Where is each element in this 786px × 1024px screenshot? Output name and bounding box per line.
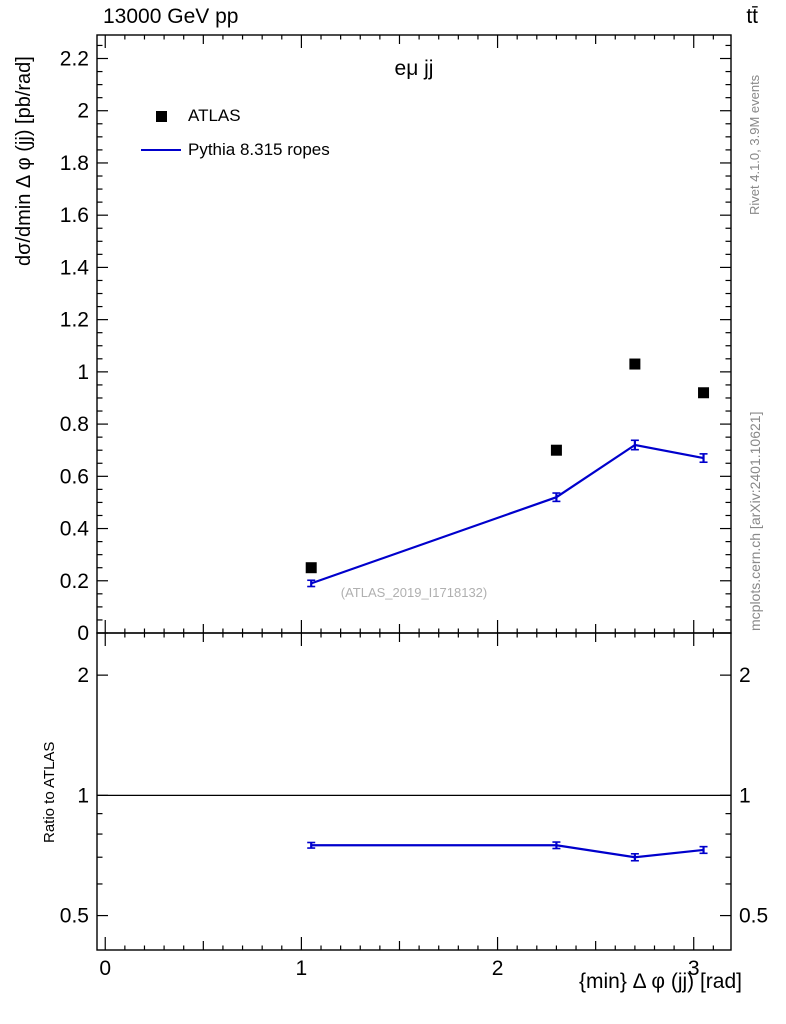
atlas-square-marker-icon bbox=[155, 110, 167, 122]
pythia-series bbox=[307, 439, 708, 588]
atlas-series bbox=[305, 358, 710, 574]
ratio-series bbox=[307, 841, 708, 862]
mcplots-arxiv-label: mcplots.cern.ch [arXiv:2401.10621] bbox=[747, 411, 763, 631]
process-label: tt̄ bbox=[746, 5, 758, 28]
svg-text:0.8: 0.8 bbox=[60, 413, 89, 436]
legend-item-pythia: Pythia 8.315 ropes bbox=[138, 133, 330, 167]
tick-labels: 0 1 2 3 0 0.2 0.4 0.6 0.8 1 1.2 1.4 1.6 1.8 2 2.2 0.5 0.5… bbox=[60, 48, 768, 980]
legend-item-atlas: ATLAS bbox=[138, 99, 330, 133]
svg-text:0.6: 0.6 bbox=[60, 465, 89, 488]
svg-text:1.4: 1.4 bbox=[60, 256, 90, 279]
plot-title: eμ jj bbox=[394, 57, 434, 80]
legend-label-atlas: ATLAS bbox=[188, 106, 241, 125]
svg-text:1: 1 bbox=[739, 784, 751, 807]
svg-text:1: 1 bbox=[296, 957, 308, 980]
svg-text:2: 2 bbox=[77, 100, 89, 123]
svg-text:0: 0 bbox=[99, 957, 111, 980]
svg-text:0.5: 0.5 bbox=[60, 905, 89, 928]
beam-energy-label: 13000 GeV pp bbox=[103, 5, 239, 28]
main-y-axis-title: dσ/dmin Δ φ (jj) [pb/rad] bbox=[13, 56, 35, 266]
svg-text:1.8: 1.8 bbox=[60, 152, 89, 175]
x-axis-title: {min} Δ φ (jj) [rad] bbox=[578, 970, 742, 993]
svg-text:2: 2 bbox=[739, 664, 751, 687]
axes-frame bbox=[96, 34, 732, 951]
rivet-version-label: Rivet 4.1.0, 3.9M events bbox=[747, 74, 762, 215]
svg-text:3: 3 bbox=[688, 957, 700, 980]
svg-text:1: 1 bbox=[77, 361, 89, 384]
svg-text:0.4: 0.4 bbox=[60, 518, 90, 541]
svg-text:2: 2 bbox=[77, 664, 89, 687]
svg-text:1.2: 1.2 bbox=[60, 309, 89, 332]
svg-text:1: 1 bbox=[77, 784, 89, 807]
svg-text:1.6: 1.6 bbox=[60, 204, 89, 227]
legend-marker-cell bbox=[138, 149, 184, 151]
ratio-y-axis-title: Ratio to ATLAS bbox=[41, 741, 58, 843]
legend-label-pythia: Pythia 8.315 ropes bbox=[188, 140, 330, 159]
analysis-watermark: (ATLAS_2019_I1718132) bbox=[340, 585, 488, 600]
svg-text:0.2: 0.2 bbox=[60, 570, 89, 593]
svg-text:2.2: 2.2 bbox=[60, 48, 89, 71]
legend: ATLAS Pythia 8.315 ropes bbox=[138, 99, 330, 167]
svg-text:0.5: 0.5 bbox=[739, 905, 768, 928]
svg-text:0: 0 bbox=[77, 622, 89, 645]
legend-marker-cell bbox=[138, 110, 184, 122]
svg-text:2: 2 bbox=[492, 957, 504, 980]
pythia-line-icon bbox=[141, 149, 181, 151]
